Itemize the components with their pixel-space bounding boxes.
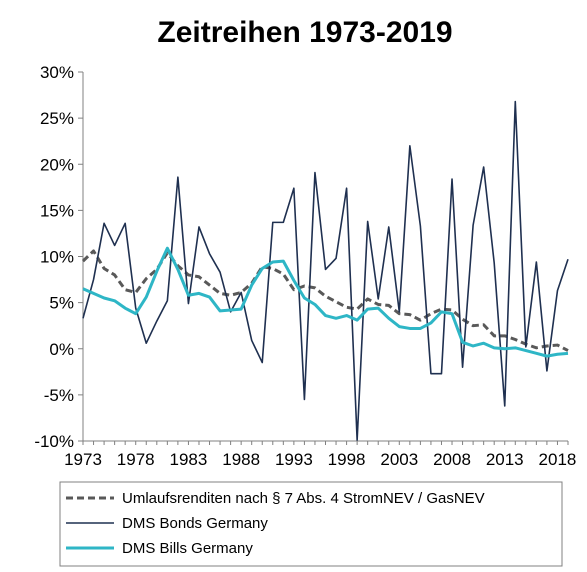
x-tick-label: 1998 <box>328 450 366 469</box>
x-tick-label: 1988 <box>222 450 260 469</box>
legend-label-2: DMS Bonds Germany <box>122 515 268 532</box>
y-tick-label: 0% <box>49 340 74 359</box>
legend-label-1: Umlaufsrenditen nach § 7 Abs. 4 StromNEV… <box>122 490 485 507</box>
x-tick-label: 1978 <box>117 450 155 469</box>
x-tick-label: 2008 <box>433 450 471 469</box>
legend-label-3: DMS Bills Germany <box>122 540 253 557</box>
y-tick-label: 30% <box>40 63 74 82</box>
x-tick-label: 1993 <box>275 450 313 469</box>
series-layer <box>81 100 569 441</box>
x-tick-label: 1983 <box>170 450 208 469</box>
y-tick-label: -5% <box>44 386 74 405</box>
y-tick-label: 25% <box>40 109 74 128</box>
x-axis-ticks: 1973 1978 1983 1988 1993 1998 2003 2008 2013 2018 <box>64 441 576 469</box>
y-tick-label: 5% <box>49 294 74 313</box>
x-tick-label: 2013 <box>486 450 524 469</box>
x-tick-label: 1973 <box>64 450 102 469</box>
y-tick-label: 15% <box>40 201 74 220</box>
y-axis-ticks: 30% 25% 20% 15% 10% 5% 0% -5% -10% <box>34 63 83 451</box>
legend-items: Umlaufsrenditen nach § 7 Abs. 4 StromNEV… <box>66 490 485 557</box>
x-tick-label: 2003 <box>380 450 418 469</box>
chart-axes: 30%25%20%15%10%5%0%-5%-10% 1973 1978 1983 1… <box>34 63 576 469</box>
y-tick-label: 10% <box>40 248 74 267</box>
chart-title: Zeitreihen 1973-2019 <box>157 16 452 49</box>
series-line-2 <box>82 100 569 441</box>
y-tick-label: 20% <box>40 155 74 174</box>
legend-box <box>59 481 563 567</box>
series-line-3 <box>82 246 569 358</box>
x-tick-label: 2018 <box>539 450 577 469</box>
y-tick-label: -10% <box>34 432 74 451</box>
chart-legend: Umlaufsrenditen nach § 7 Abs. 4 StromNEV… <box>59 481 563 567</box>
